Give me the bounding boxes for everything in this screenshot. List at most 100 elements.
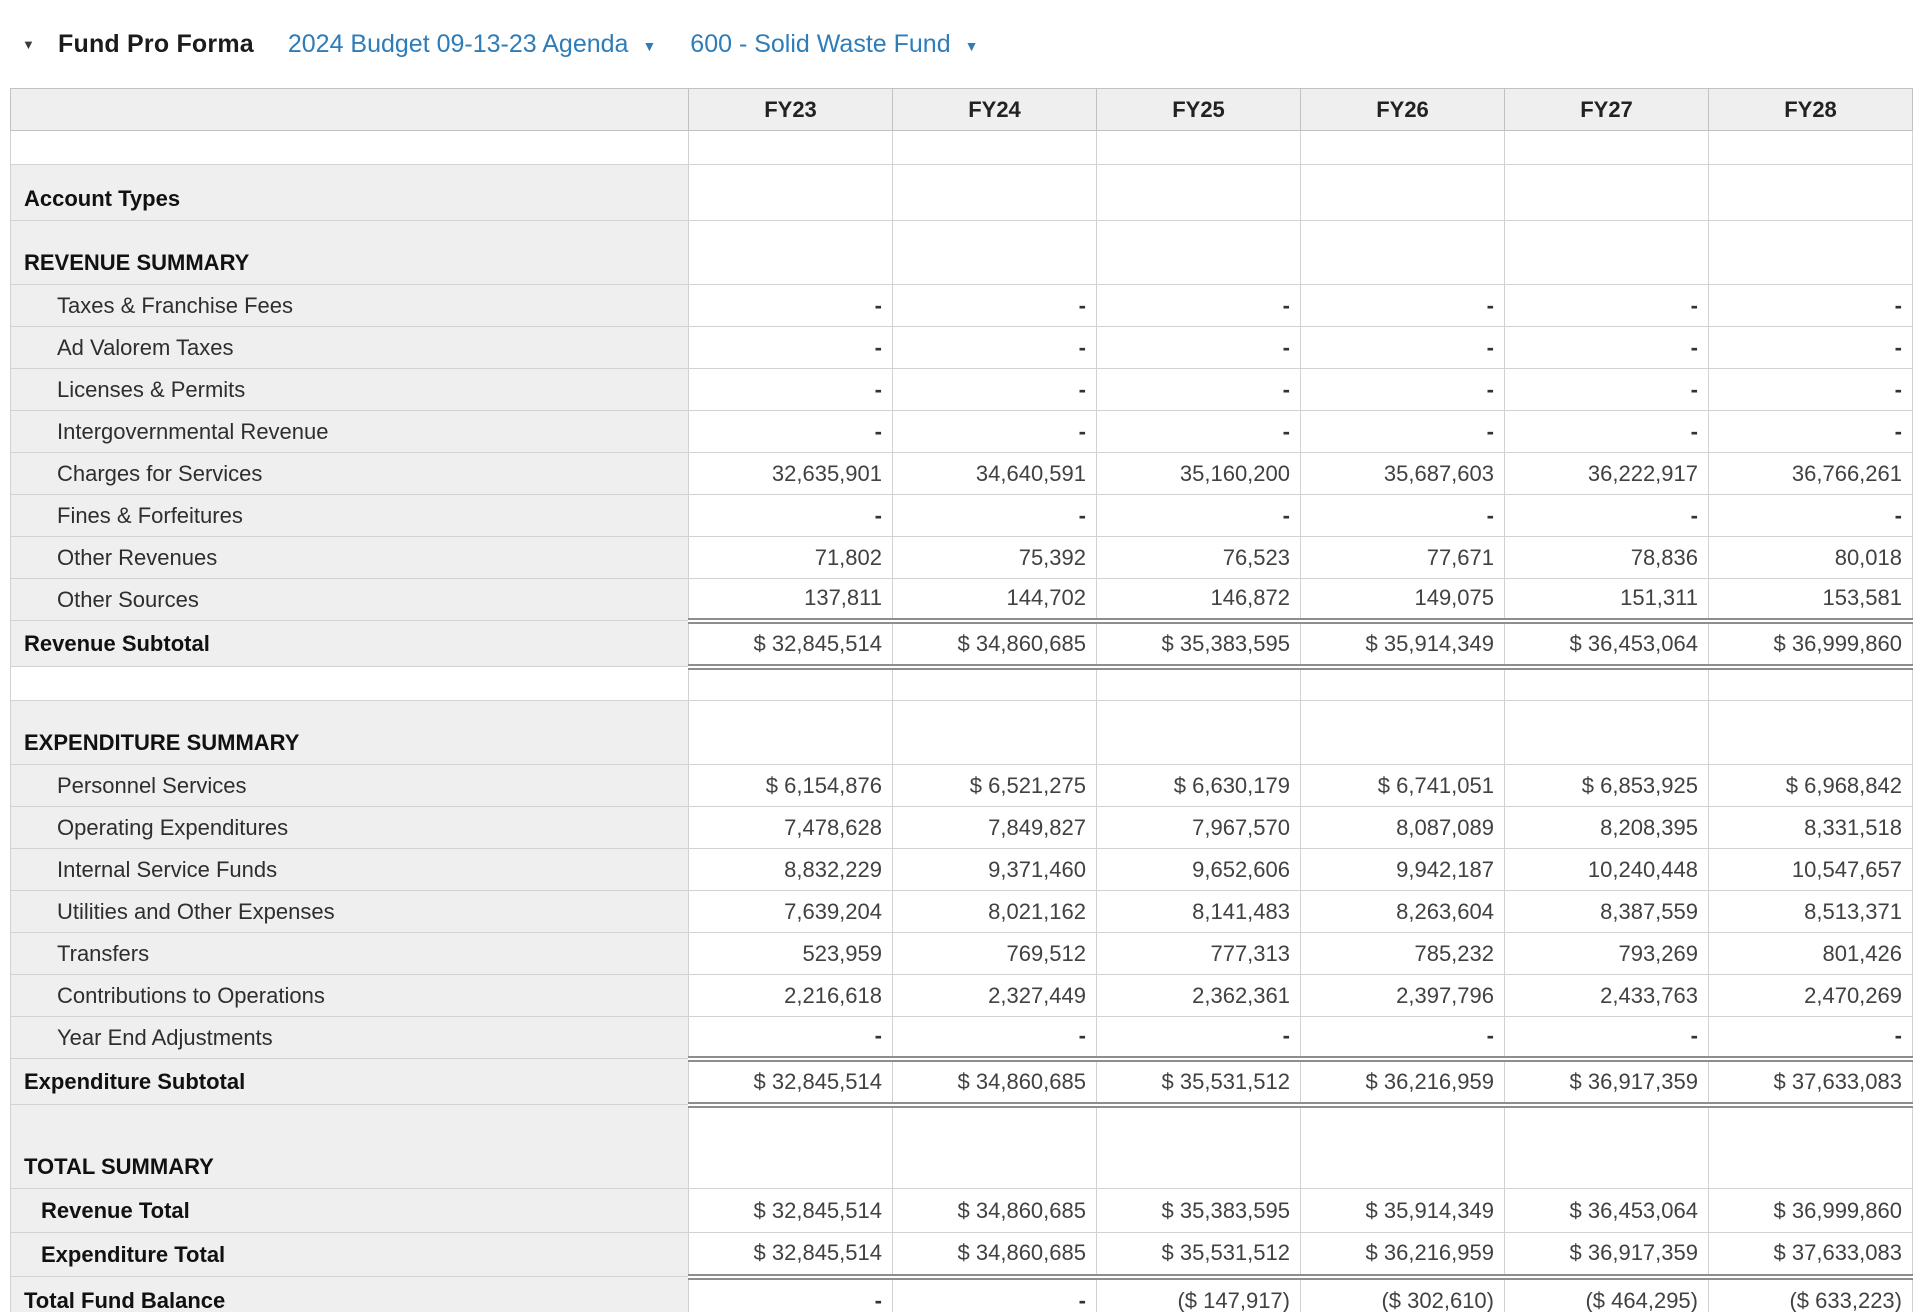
value-cell [1708,220,1913,285]
value-cell: 2,216,618 [688,974,893,1017]
value-cell: 8,513,371 [1708,890,1913,933]
value-cell: - [1708,494,1913,537]
value-cell: $ 36,917,359 [1504,1232,1709,1280]
value-cell: $ 34,860,685 [892,617,1097,670]
column-header: FY28 [1708,88,1913,131]
row-label: Fines & Forfeitures [10,494,689,537]
value-cell: $ 36,917,359 [1504,1055,1709,1108]
value-cell: $ 36,999,860 [1708,617,1913,670]
value-cell: 137,811 [688,578,893,621]
row-label: Account Types [10,164,689,221]
value-cell: 7,639,204 [688,890,893,933]
value-cell: 2,397,796 [1300,974,1505,1017]
value-cell: $ 36,453,064 [1504,1188,1709,1233]
row-label: Expenditure Subtotal [10,1058,689,1105]
row-label: Charges for Services [10,452,689,495]
value-cell: $ 37,633,083 [1708,1055,1913,1108]
value-cell: $ 6,630,179 [1096,764,1301,807]
row-label [10,130,689,165]
value-cell: 144,702 [892,578,1097,621]
value-cell [1504,130,1709,165]
row-label: EXPENDITURE SUMMARY [10,700,689,765]
value-cell: $ 35,531,512 [1096,1055,1301,1108]
value-cell [1708,1104,1913,1189]
value-cell [1504,666,1709,701]
value-cell [1096,666,1301,701]
value-cell: $ 36,453,064 [1504,617,1709,670]
value-cell: $ 36,999,860 [1708,1188,1913,1233]
toolbar: ▼ Fund Pro Forma 2024 Budget 09-13-23 Ag… [0,0,1920,88]
value-cell: - [1300,1016,1505,1059]
value-cell: - [892,368,1097,411]
value-cell: 9,652,606 [1096,848,1301,891]
value-cell: ($ 633,223) [1708,1276,1913,1312]
row-label: Year End Adjustments [10,1016,689,1059]
table-row: Total Fund Balance - - ($ 147,917) ($ 302,61… [10,1276,1913,1312]
table-row: REVENUE SUMMARY [10,220,1913,285]
collapse-icon[interactable]: ▼ [22,36,35,52]
value-cell: $ 6,853,925 [1504,764,1709,807]
value-cell: ($ 302,610) [1300,1276,1505,1312]
table-row [10,666,1913,701]
value-cell: 9,371,460 [892,848,1097,891]
value-cell: - [688,1276,893,1312]
value-cell: 9,942,187 [1300,848,1505,891]
row-label: Personnel Services [10,764,689,807]
value-cell: - [1096,326,1301,369]
row-label [10,666,689,701]
table-row: Licenses & Permits - - - - - - [10,368,1913,411]
row-label: Utilities and Other Expenses [10,890,689,933]
value-cell: 10,547,657 [1708,848,1913,891]
fund-selector[interactable]: 600 - Solid Waste Fund ▼ [690,30,978,59]
value-cell: - [1504,284,1709,327]
table-row: Operating Expenditures 7,478,628 7,849,827… [10,806,1913,849]
value-cell [1096,164,1301,221]
value-cell: 78,836 [1504,536,1709,579]
value-cell: 801,426 [1708,932,1913,975]
value-cell: - [1708,1016,1913,1059]
value-cell: 153,581 [1708,578,1913,621]
value-cell [688,1104,893,1189]
value-cell: 35,687,603 [1300,452,1505,495]
value-cell: - [688,326,893,369]
value-cell: 80,018 [1708,536,1913,579]
value-cell: 793,269 [1504,932,1709,975]
row-label: TOTAL SUMMARY [10,1104,689,1189]
row-label: Total Fund Balance [10,1276,689,1312]
table-row: Personnel Services $ 6,154,876 $ 6,521,275… [10,764,1913,807]
value-cell: 8,387,559 [1504,890,1709,933]
value-cell: $ 32,845,514 [688,1055,893,1108]
value-cell: $ 6,968,842 [1708,764,1913,807]
column-header: FY26 [1300,88,1505,131]
value-cell: 149,075 [1300,578,1505,621]
row-label: Contributions to Operations [10,974,689,1017]
value-cell [892,1104,1097,1189]
value-cell: $ 6,741,051 [1300,764,1505,807]
value-cell: 7,849,827 [892,806,1097,849]
value-cell: $ 6,154,876 [688,764,893,807]
value-cell: 146,872 [1096,578,1301,621]
corner-header-cell [10,88,689,131]
row-label: Licenses & Permits [10,368,689,411]
column-header: FY25 [1096,88,1301,131]
table-row: Intergovernmental Revenue - - - - - - [10,410,1913,453]
value-cell [1708,700,1913,765]
value-cell: 76,523 [1096,536,1301,579]
table-row: Other Revenues 71,802 75,392 76,523 77,671 78… [10,536,1913,579]
value-cell [892,164,1097,221]
value-cell: - [688,368,893,411]
value-cell [688,220,893,285]
value-cell [1096,220,1301,285]
column-header-row: FY23 FY24 FY25 FY26 FY27 FY28 [10,88,1913,131]
table-row: Revenue Total $ 32,845,514 $ 34,860,685 $ 3… [10,1188,1913,1233]
value-cell: $ 35,383,595 [1096,1188,1301,1233]
value-cell: 777,313 [1096,932,1301,975]
value-cell [892,666,1097,701]
value-cell: - [1504,494,1709,537]
chevron-down-icon: ▼ [642,37,657,54]
value-cell: - [688,1016,893,1059]
value-cell: 523,959 [688,932,893,975]
fund-selector-label: 600 - Solid Waste Fund [690,29,951,58]
value-cell: - [1504,326,1709,369]
budget-selector[interactable]: 2024 Budget 09-13-23 Agenda ▼ [288,30,656,59]
